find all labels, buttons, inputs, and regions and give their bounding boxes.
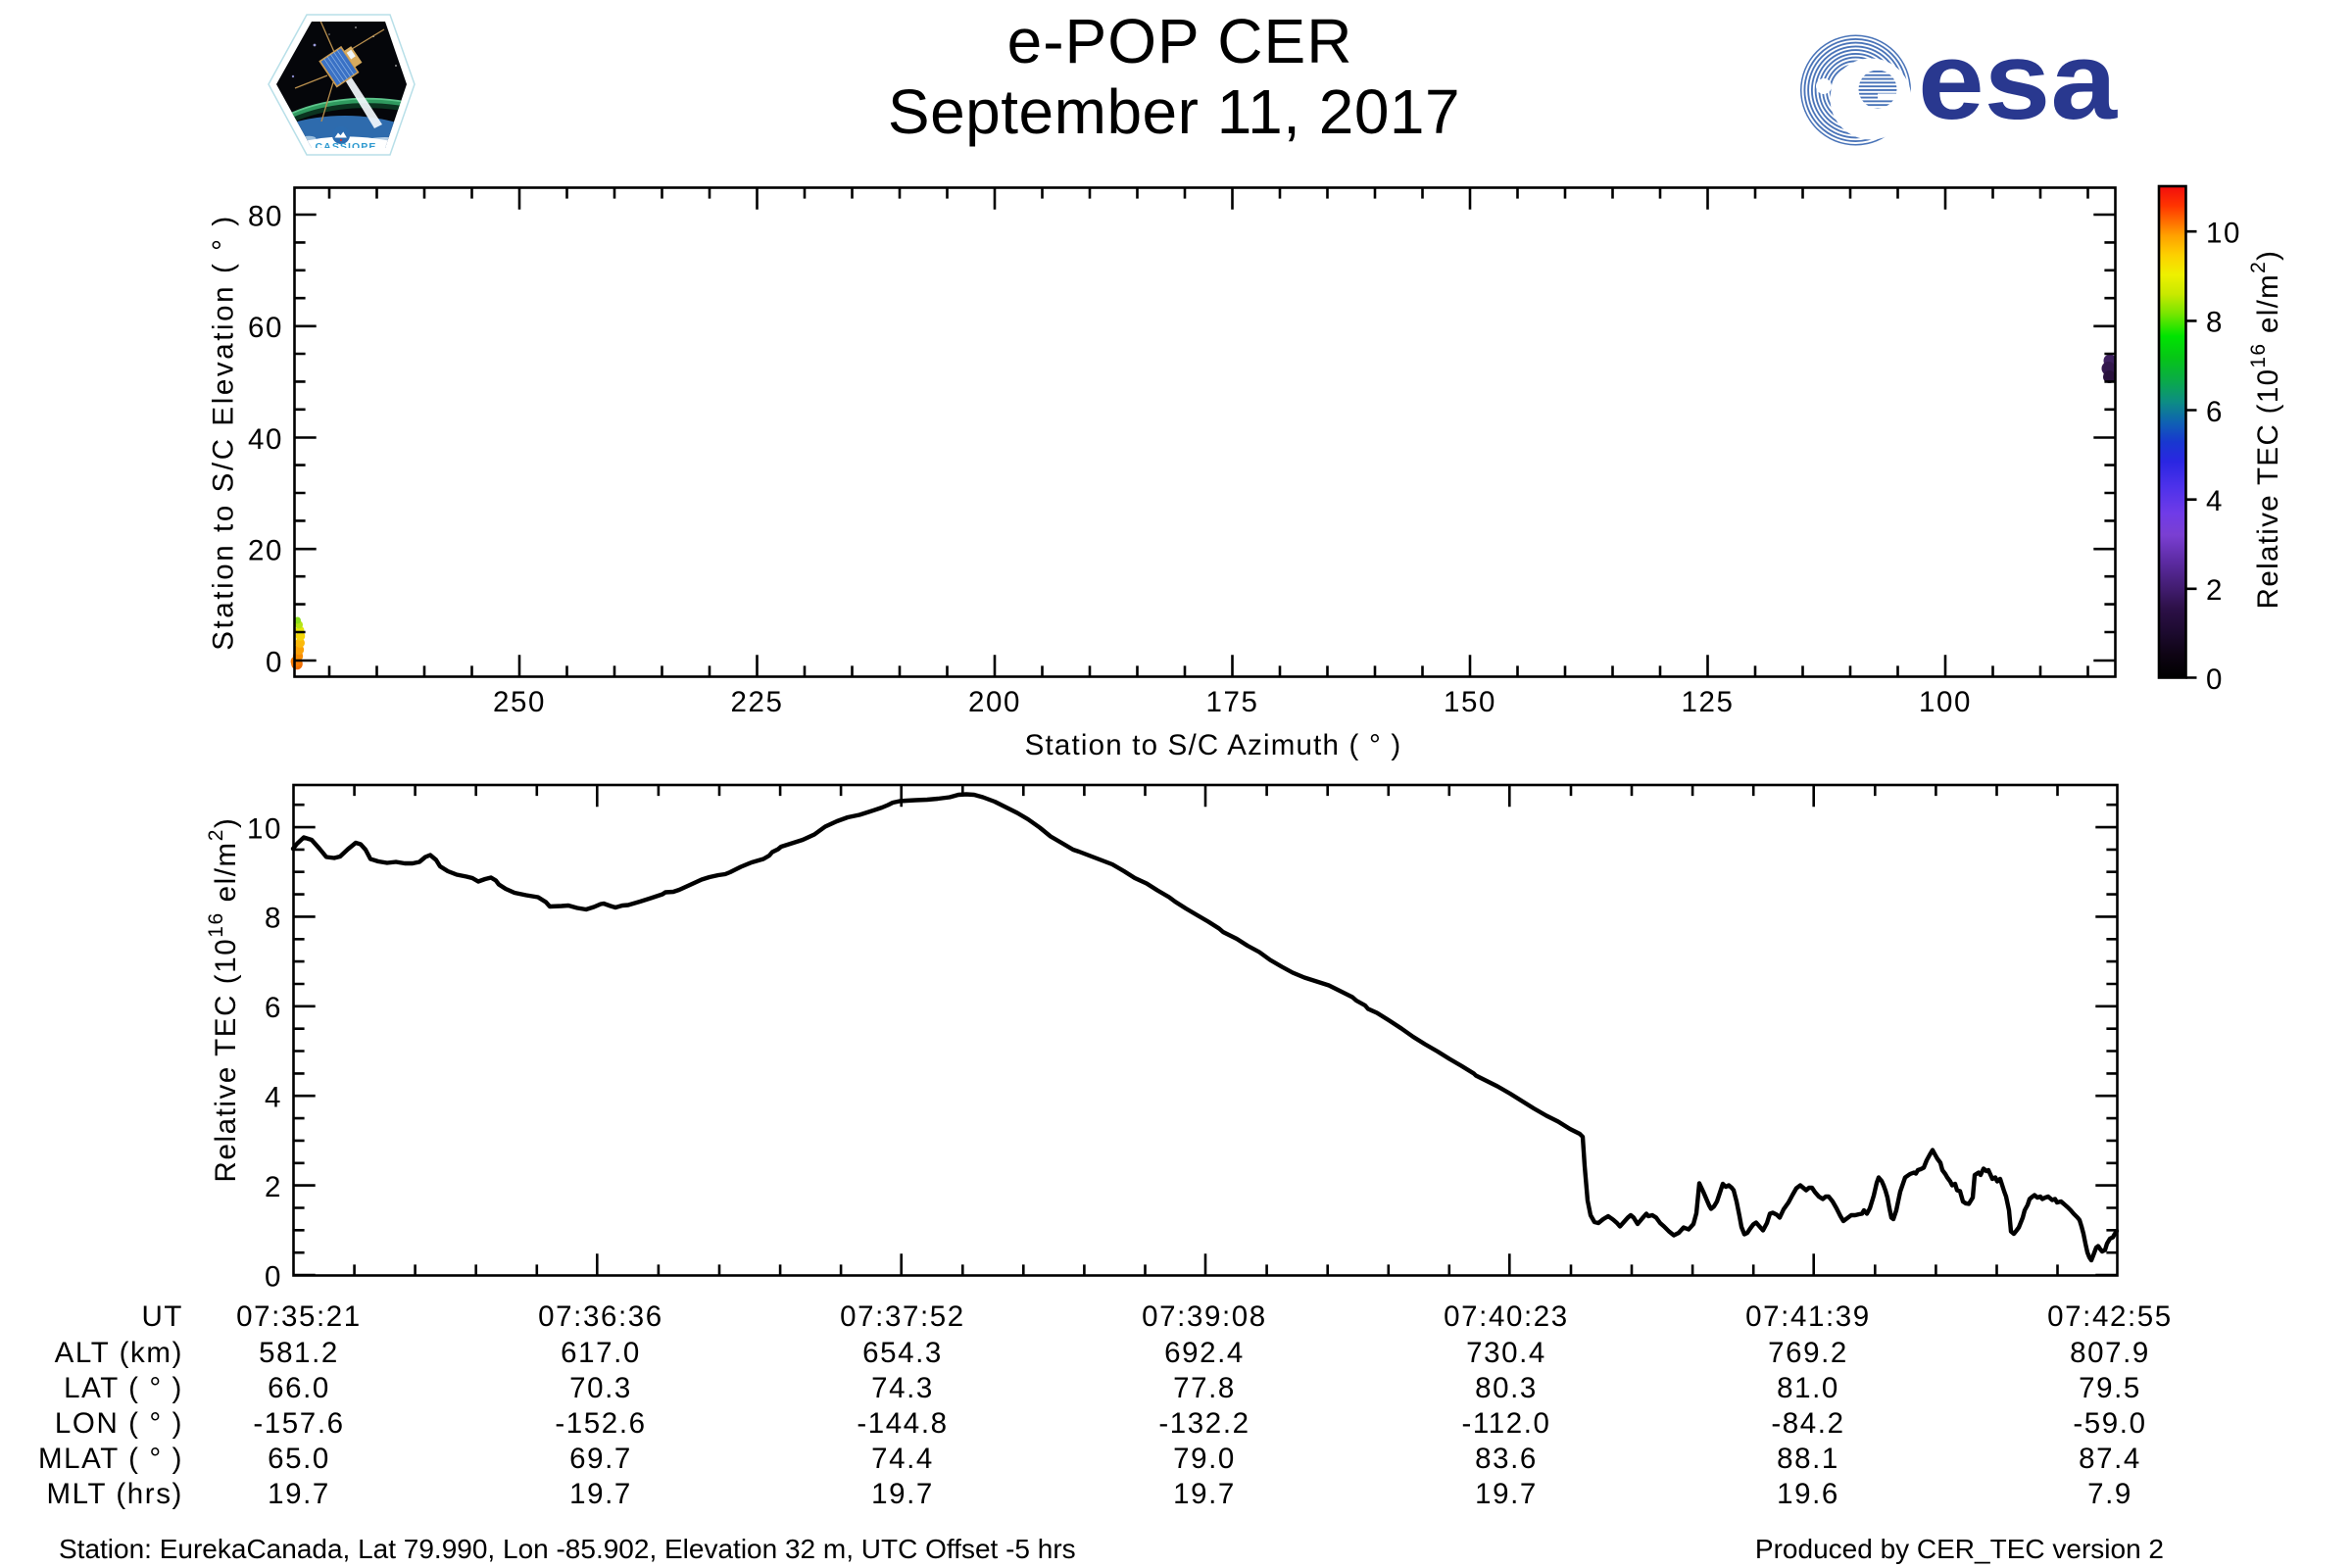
svg-text:83.6: 83.6 <box>1475 1443 1538 1475</box>
svg-text:0: 0 <box>265 1260 282 1293</box>
svg-text:07:35:21: 07:35:21 <box>236 1300 362 1333</box>
svg-text:581.2: 581.2 <box>259 1337 339 1369</box>
svg-text:88.1: 88.1 <box>1777 1443 1839 1475</box>
svg-text:19.7: 19.7 <box>871 1478 934 1510</box>
svg-text:esa: esa <box>1918 20 2118 142</box>
svg-text:20: 20 <box>248 535 283 567</box>
svg-text:6: 6 <box>265 992 282 1024</box>
svg-text:Station: EurekaCanada, Lat 79.: Station: EurekaCanada, Lat 79.990, Lon -… <box>59 1534 1076 1564</box>
svg-text:LON ( ° ): LON ( ° ) <box>55 1407 183 1440</box>
svg-text:617.0: 617.0 <box>561 1337 641 1369</box>
svg-text:66.0: 66.0 <box>268 1372 330 1404</box>
svg-text:19.7: 19.7 <box>569 1478 632 1510</box>
svg-text:10: 10 <box>2206 218 2241 250</box>
svg-text:40: 40 <box>248 423 283 456</box>
svg-text:0: 0 <box>2206 663 2224 696</box>
svg-text:79.5: 79.5 <box>2079 1372 2141 1404</box>
svg-text:-152.6: -152.6 <box>555 1407 646 1440</box>
svg-text:19.6: 19.6 <box>1777 1478 1839 1510</box>
svg-text:70.3: 70.3 <box>569 1372 632 1404</box>
svg-text:65.0: 65.0 <box>268 1443 330 1475</box>
svg-text:September 11, 2017: September 11, 2017 <box>888 76 1460 147</box>
svg-text:ALT (km): ALT (km) <box>55 1337 183 1369</box>
svg-text:Produced by CER_TEC version 2: Produced by CER_TEC version 2 <box>1755 1534 2164 1564</box>
svg-text:0: 0 <box>266 646 283 678</box>
svg-text:Relative TEC (1016 el/m2): Relative TEC (1016 el/m2) <box>205 817 242 1183</box>
svg-text:19.7: 19.7 <box>1173 1478 1236 1510</box>
svg-text:UT: UT <box>141 1300 183 1333</box>
svg-text:8: 8 <box>2206 307 2224 339</box>
svg-text:-84.2: -84.2 <box>1771 1407 1844 1440</box>
svg-text:-59.0: -59.0 <box>2073 1407 2146 1440</box>
svg-text:4: 4 <box>2206 485 2224 517</box>
svg-text:80.3: 80.3 <box>1475 1372 1538 1404</box>
svg-text:10: 10 <box>247 812 282 845</box>
svg-text:Station to S/C Azimuth ( ° ): Station to S/C Azimuth ( ° ) <box>1025 729 1402 761</box>
svg-text:77.8: 77.8 <box>1173 1372 1236 1404</box>
svg-text:74.4: 74.4 <box>871 1443 934 1475</box>
svg-text:80: 80 <box>248 200 283 232</box>
svg-text:07:37:52: 07:37:52 <box>840 1300 965 1333</box>
svg-text:-132.2: -132.2 <box>1158 1407 1250 1440</box>
svg-text:2: 2 <box>2206 574 2224 607</box>
svg-text:200: 200 <box>968 686 1021 718</box>
svg-text:2: 2 <box>265 1171 282 1203</box>
svg-text:87.4: 87.4 <box>2079 1443 2141 1475</box>
svg-text:-112.0: -112.0 <box>1461 1407 1550 1440</box>
svg-text:79.0: 79.0 <box>1173 1443 1236 1475</box>
svg-text:100: 100 <box>1919 686 1972 718</box>
svg-text:81.0: 81.0 <box>1777 1372 1839 1404</box>
svg-text:175: 175 <box>1205 686 1258 718</box>
svg-text:74.3: 74.3 <box>871 1372 934 1404</box>
svg-text:250: 250 <box>493 686 546 718</box>
svg-text:8: 8 <box>265 903 282 935</box>
svg-text:730.4: 730.4 <box>1466 1337 1546 1369</box>
svg-text:225: 225 <box>730 686 783 718</box>
svg-text:-157.6: -157.6 <box>253 1407 344 1440</box>
svg-text:07:36:36: 07:36:36 <box>538 1300 663 1333</box>
svg-text:07:41:39: 07:41:39 <box>1745 1300 1871 1333</box>
svg-text:LAT ( ° ): LAT ( ° ) <box>64 1372 183 1404</box>
svg-text:692.4: 692.4 <box>1164 1337 1245 1369</box>
svg-text:69.7: 69.7 <box>569 1443 632 1475</box>
svg-text:769.2: 769.2 <box>1768 1337 1848 1369</box>
svg-text:07:39:08: 07:39:08 <box>1142 1300 1267 1333</box>
svg-text:MLAT ( ° ): MLAT ( ° ) <box>38 1443 183 1475</box>
svg-text:4: 4 <box>265 1082 282 1114</box>
svg-text:7.9: 7.9 <box>2087 1478 2132 1510</box>
svg-text:07:40:23: 07:40:23 <box>1444 1300 1569 1333</box>
svg-text:125: 125 <box>1681 686 1734 718</box>
svg-text:807.9: 807.9 <box>2070 1337 2150 1369</box>
svg-text:150: 150 <box>1444 686 1496 718</box>
svg-text:Relative TEC (1016 el/m2): Relative TEC (1016 el/m2) <box>2247 250 2284 610</box>
svg-text:19.7: 19.7 <box>1475 1478 1538 1510</box>
svg-text:654.3: 654.3 <box>862 1337 943 1369</box>
svg-text:MLT (hrs): MLT (hrs) <box>46 1478 183 1510</box>
svg-text:07:42:55: 07:42:55 <box>2047 1300 2173 1333</box>
svg-text:60: 60 <box>248 312 283 344</box>
svg-text:Station to S/C Elevation ( ° ): Station to S/C Elevation ( ° ) <box>208 214 240 651</box>
svg-text:-144.8: -144.8 <box>857 1407 948 1440</box>
svg-text:6: 6 <box>2206 396 2224 428</box>
svg-text:e-POP CER: e-POP CER <box>1007 6 1353 76</box>
svg-text:19.7: 19.7 <box>268 1478 330 1510</box>
svg-text:CASSIOPE: CASSIOPE <box>315 141 376 153</box>
